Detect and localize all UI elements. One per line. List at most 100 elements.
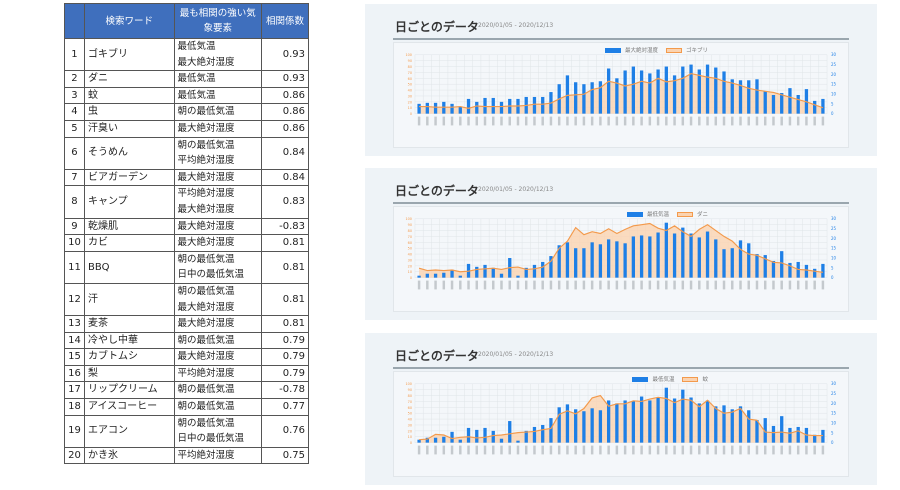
chart-date-range: 2020/01/05 - 2020/12/13 — [478, 186, 554, 193]
search-word-cell: 蚊 — [83, 86, 175, 105]
rank-cell: 19 — [64, 414, 85, 448]
svg-text:5: 5 — [831, 101, 834, 106]
svg-text:50: 50 — [408, 83, 412, 87]
legend-area-swatch[interactable] — [676, 211, 693, 217]
search-word-cell: アイスコーヒー — [83, 398, 175, 416]
weather-factor-cell: 朝の最低気温 日中の最低気温 — [173, 250, 263, 284]
svg-text:20: 20 — [831, 401, 836, 406]
table-row: 18 アイスコーヒー 朝の最低気温 0.77 — [64, 398, 309, 416]
weather-factor-cell: 朝の最低気温 最大絶対湿度 — [173, 282, 263, 317]
svg-text:0: 0 — [831, 275, 834, 280]
legend-area-swatch[interactable] — [682, 376, 699, 382]
legend-area-label[interactable]: 蚊 — [702, 377, 708, 383]
svg-text:30: 30 — [408, 258, 412, 262]
weather-factor: 最大絶対湿度 — [177, 318, 235, 330]
rank-cell: 1 — [64, 37, 85, 72]
svg-text:30: 30 — [408, 94, 412, 98]
coefficient-cell: -0.78 — [261, 381, 309, 400]
search-word-cell: かき氷 — [83, 446, 175, 465]
search-word-cell: ダニ — [83, 70, 175, 88]
svg-text:70: 70 — [408, 400, 412, 404]
legend-bar-label[interactable]: 最低気温 — [652, 377, 675, 383]
legend-bar-swatch[interactable] — [632, 376, 649, 382]
table-body: 1 ゴキブリ 最低気温 最大絶対湿度 0.93 2 ダニ 最低気温 0.93 3 蚊最低気温 0.86… — [64, 37, 309, 465]
weather-factor: 最大絶対湿度 — [177, 171, 235, 183]
svg-text:60: 60 — [408, 241, 412, 245]
search-word-cell: リップクリーム — [83, 381, 175, 400]
chart-date-range: 2020/01/05 - 2020/12/13 — [478, 351, 554, 358]
weather-factor-cell: 最大絶対湿度 — [173, 348, 263, 366]
rank-cell: 16 — [64, 364, 85, 383]
weather-factor-cell: 朝の最低気温 — [173, 331, 263, 350]
header-search-word: 検索ワード — [83, 3, 175, 39]
svg-text:30: 30 — [831, 381, 836, 386]
search-word-cell: カビ — [83, 234, 175, 252]
weather-factor: 朝の最低気温 — [177, 401, 235, 413]
weather-factor: 日中の最低気温 — [177, 269, 245, 281]
chart-legend: 最低気温 ダニ — [626, 210, 708, 218]
svg-text:0: 0 — [831, 440, 834, 445]
weather-factor-cell: 朝の最低気温 日中の最低気温 — [173, 414, 263, 448]
rank-cell: 7 — [64, 168, 85, 187]
weather-factor: 最大絶対湿度 — [177, 203, 235, 215]
chart-area: 0 10 20 30 40 50 60 70 80 90 100 0 5 10 15 20 25 30 最低気温 … — [393, 206, 849, 312]
divider — [393, 202, 849, 204]
legend-area-label[interactable]: ゴキブリ — [685, 48, 708, 54]
chart-legend: 最低気温 蚊 — [632, 375, 708, 383]
table-row: 9 乾燥肌 最大絶対湿度 -0.83 — [64, 217, 309, 236]
coefficient-cell: 0.81 — [261, 282, 309, 317]
svg-text:40: 40 — [408, 418, 412, 422]
search-word-cell: 梨 — [83, 364, 175, 383]
svg-text:50: 50 — [408, 412, 412, 416]
weather-factor-cell: 最低気温 — [173, 70, 263, 88]
coefficient-cell: 0.79 — [261, 348, 309, 366]
svg-text:5: 5 — [831, 265, 834, 270]
weather-factor: 最大絶対湿度 — [177, 301, 235, 313]
coefficient-cell: 0.83 — [261, 185, 309, 219]
svg-text:20: 20 — [408, 264, 412, 268]
legend-bar-label[interactable]: 最大絶対湿度 — [624, 48, 658, 54]
coefficient-cell: 0.84 — [261, 136, 309, 170]
rank-cell: 4 — [64, 103, 85, 121]
rank-cell: 14 — [64, 331, 85, 350]
weather-factor: 最大絶対湿度 — [177, 220, 235, 232]
rank-cell: 11 — [64, 250, 85, 284]
weather-factor: 平均絶対湿度 — [177, 188, 235, 200]
weather-factor: 最大絶対湿度 — [177, 351, 235, 363]
weather-factor-cell: 平均絶対湿度 — [173, 446, 263, 465]
coefficient-cell: 0.75 — [261, 446, 309, 465]
legend-area-swatch[interactable] — [665, 47, 682, 53]
weather-factor-cell: 朝の最低気温 — [173, 381, 263, 400]
coefficient-cell: 0.86 — [261, 103, 309, 121]
search-word-cell: 麦茶 — [83, 315, 175, 333]
legend-bar-swatch[interactable] — [604, 47, 621, 53]
coefficient-cell: 0.86 — [261, 119, 309, 138]
weather-factor: 平均絶対湿度 — [177, 367, 235, 379]
chart-title: 日ごとのデータ — [395, 20, 479, 34]
search-word-cell: そうめん — [83, 136, 175, 170]
weather-factor-cell: 朝の最低気温 平均絶対湿度 — [173, 136, 263, 170]
legend-bar-label[interactable]: 最低気温 — [646, 212, 669, 218]
coefficient-cell: 0.93 — [261, 70, 309, 88]
table-row: 12 汗朝の最低気温 最大絶対湿度 0.81 — [64, 282, 309, 317]
chart-panel-2: 日ごとのデータ 2020/01/05 - 2020/12/13 0 10 20 30 4… — [365, 168, 877, 320]
weather-factor: 朝の最低気温 — [177, 106, 235, 118]
weather-factor-cell: 最大絶対湿度 — [173, 217, 263, 236]
weather-factor-cell: 最大絶対湿度 — [173, 119, 263, 138]
svg-text:100: 100 — [405, 382, 412, 386]
rank-cell: 15 — [64, 348, 85, 366]
legend-bar-swatch[interactable] — [626, 211, 643, 217]
rank-cell: 2 — [64, 70, 85, 88]
svg-text:90: 90 — [408, 59, 412, 63]
svg-text:10: 10 — [831, 255, 836, 260]
svg-text:20: 20 — [831, 72, 836, 77]
legend-area-label[interactable]: ダニ — [696, 212, 708, 218]
svg-text:40: 40 — [408, 89, 412, 93]
svg-text:20: 20 — [408, 429, 412, 433]
svg-text:25: 25 — [831, 62, 836, 67]
search-word-cell: 汗臭い — [83, 119, 175, 138]
weather-factor-cell: 平均絶対湿度 — [173, 364, 263, 383]
table-row: 4 虫朝の最低気温 0.86 — [64, 103, 309, 121]
